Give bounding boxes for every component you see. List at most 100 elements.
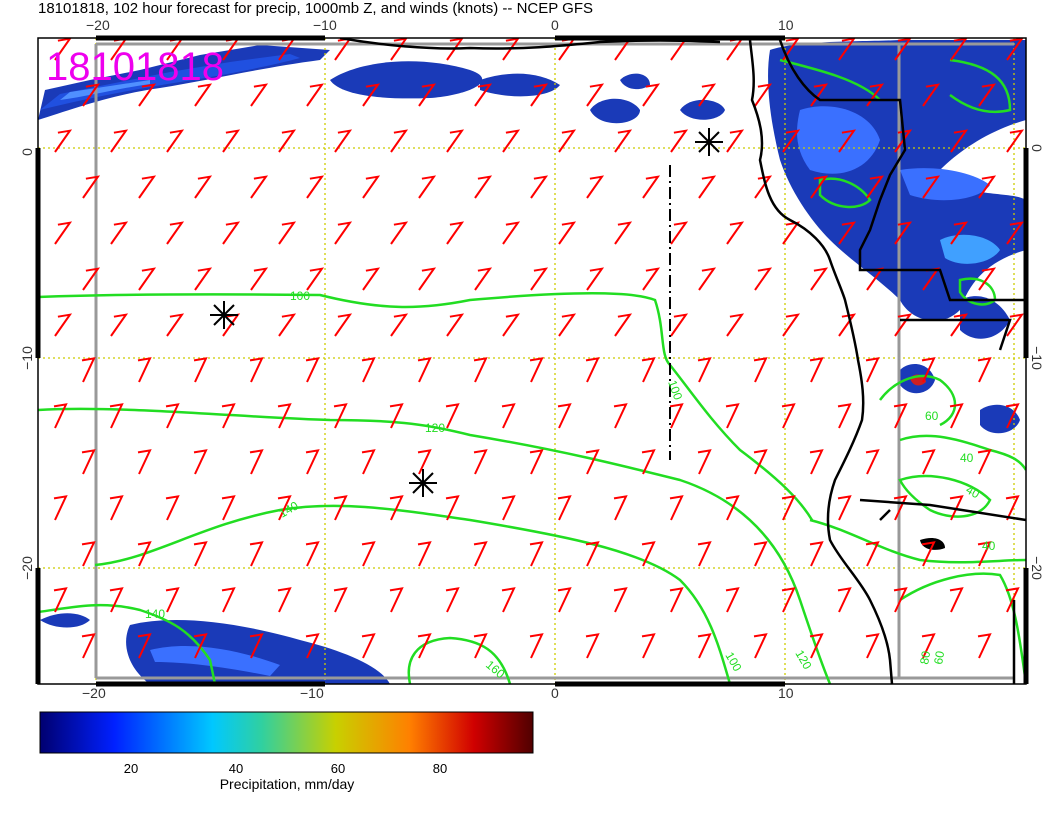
wind-barb bbox=[642, 267, 661, 291]
wind-barb bbox=[670, 129, 689, 153]
wind-barb bbox=[334, 313, 353, 337]
low-pressure-asterisk bbox=[409, 469, 437, 497]
wind-barb bbox=[866, 175, 885, 199]
wind-barb bbox=[138, 175, 157, 199]
wind-barb bbox=[82, 83, 101, 107]
wind-barb bbox=[753, 541, 768, 567]
wind-barb bbox=[81, 541, 96, 567]
wind-barb bbox=[389, 587, 404, 613]
wind-barb bbox=[166, 313, 185, 337]
tick-label: 10 bbox=[778, 17, 794, 33]
datestamp: 18101818 bbox=[46, 45, 224, 89]
colorbar: 20 40 60 80 Precipitation, mm/day bbox=[39, 711, 534, 792]
wind-barb bbox=[250, 267, 269, 291]
wind-barb bbox=[529, 633, 544, 659]
wind-barb bbox=[501, 495, 516, 521]
tick-label: −20 bbox=[82, 685, 106, 701]
wind-barb bbox=[865, 633, 880, 659]
wind-barb bbox=[922, 83, 941, 107]
wind-barb bbox=[809, 633, 824, 659]
wind-barb bbox=[54, 221, 73, 245]
top-axis: −20 −10 0 10 bbox=[86, 17, 794, 33]
map-frame bbox=[37, 37, 1027, 685]
wind-barb bbox=[809, 449, 824, 475]
wind-barb bbox=[698, 175, 717, 199]
tick-label: −10 bbox=[313, 17, 337, 33]
wind-barb bbox=[250, 175, 269, 199]
wind-barb bbox=[530, 83, 549, 107]
tick-label: 0 bbox=[19, 148, 35, 156]
wind-barb bbox=[446, 313, 465, 337]
wind-barb bbox=[1005, 587, 1020, 613]
wind-barb bbox=[502, 129, 521, 153]
wind-barb bbox=[81, 633, 96, 659]
wind-barb bbox=[809, 541, 824, 567]
wind-barb bbox=[754, 175, 773, 199]
low-pressure-asterisk bbox=[210, 301, 238, 329]
wind-barb bbox=[418, 83, 437, 107]
right-axis: 0 −10 −20 bbox=[1029, 144, 1045, 580]
wind-barb bbox=[754, 267, 773, 291]
contour-label: 60 bbox=[931, 650, 947, 666]
wind-barb bbox=[782, 313, 801, 337]
wind-barb bbox=[54, 313, 73, 337]
wind-barb bbox=[417, 633, 432, 659]
tick-label: −20 bbox=[19, 556, 35, 580]
wind-barb bbox=[1006, 221, 1025, 245]
wind-barb bbox=[810, 267, 829, 291]
wind-barb bbox=[445, 587, 460, 613]
wind-barb bbox=[502, 313, 521, 337]
wind-barb bbox=[418, 267, 437, 291]
wind-barb bbox=[781, 495, 796, 521]
wind-barb bbox=[1006, 313, 1025, 337]
colorbar-tick: 60 bbox=[331, 761, 345, 776]
wind-barb bbox=[53, 495, 68, 521]
wind-barb bbox=[557, 587, 572, 613]
wind-barb bbox=[893, 403, 908, 429]
wind-barb bbox=[138, 83, 157, 107]
wind-barb bbox=[221, 587, 236, 613]
wind-barb bbox=[725, 403, 740, 429]
wind-barb bbox=[697, 357, 712, 383]
wind-barb bbox=[977, 449, 992, 475]
wind-barb bbox=[53, 403, 68, 429]
wind-barb bbox=[249, 541, 264, 567]
bottom-axis: −20 −10 0 10 bbox=[82, 685, 794, 701]
subdomain-box bbox=[94, 42, 1014, 680]
colorbar-tick: 20 bbox=[124, 761, 138, 776]
wind-barb bbox=[950, 313, 969, 337]
wind-barb bbox=[585, 633, 600, 659]
wind-barb bbox=[334, 221, 353, 245]
coastline bbox=[339, 38, 1026, 684]
wind-barb bbox=[698, 267, 717, 291]
wind-barb bbox=[894, 313, 913, 337]
wind-barb bbox=[418, 175, 437, 199]
colorbar-tick: 40 bbox=[229, 761, 243, 776]
wind-barb bbox=[390, 221, 409, 245]
wind-barb bbox=[193, 357, 208, 383]
contour-label: 80 bbox=[917, 650, 933, 666]
tick-label: 0 bbox=[551, 685, 559, 701]
wind-barb bbox=[109, 587, 124, 613]
wind-barb bbox=[362, 83, 381, 107]
wind-barb bbox=[109, 403, 124, 429]
wind-barb bbox=[838, 129, 857, 153]
tick-label: 0 bbox=[1029, 144, 1045, 152]
wind-barb bbox=[165, 403, 180, 429]
wind-barb bbox=[138, 267, 157, 291]
wind-barb bbox=[333, 495, 348, 521]
wind-barb bbox=[837, 403, 852, 429]
wind-barb bbox=[949, 495, 964, 521]
colorbar-tick: 80 bbox=[433, 761, 447, 776]
wind-barb bbox=[137, 449, 152, 475]
wind-barb bbox=[277, 495, 292, 521]
wind-barb bbox=[669, 403, 684, 429]
tick-label: −20 bbox=[86, 17, 110, 33]
wind-barb bbox=[389, 403, 404, 429]
wind-barb bbox=[782, 129, 801, 153]
wind-barb bbox=[389, 495, 404, 521]
wind-barb bbox=[445, 403, 460, 429]
wind-barb bbox=[725, 495, 740, 521]
wind-barb bbox=[530, 175, 549, 199]
wind-barb bbox=[390, 129, 409, 153]
